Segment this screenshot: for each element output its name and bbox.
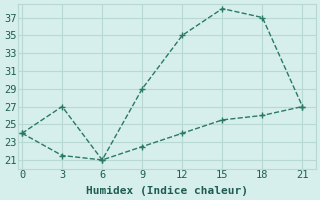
X-axis label: Humidex (Indice chaleur): Humidex (Indice chaleur)	[86, 186, 248, 196]
